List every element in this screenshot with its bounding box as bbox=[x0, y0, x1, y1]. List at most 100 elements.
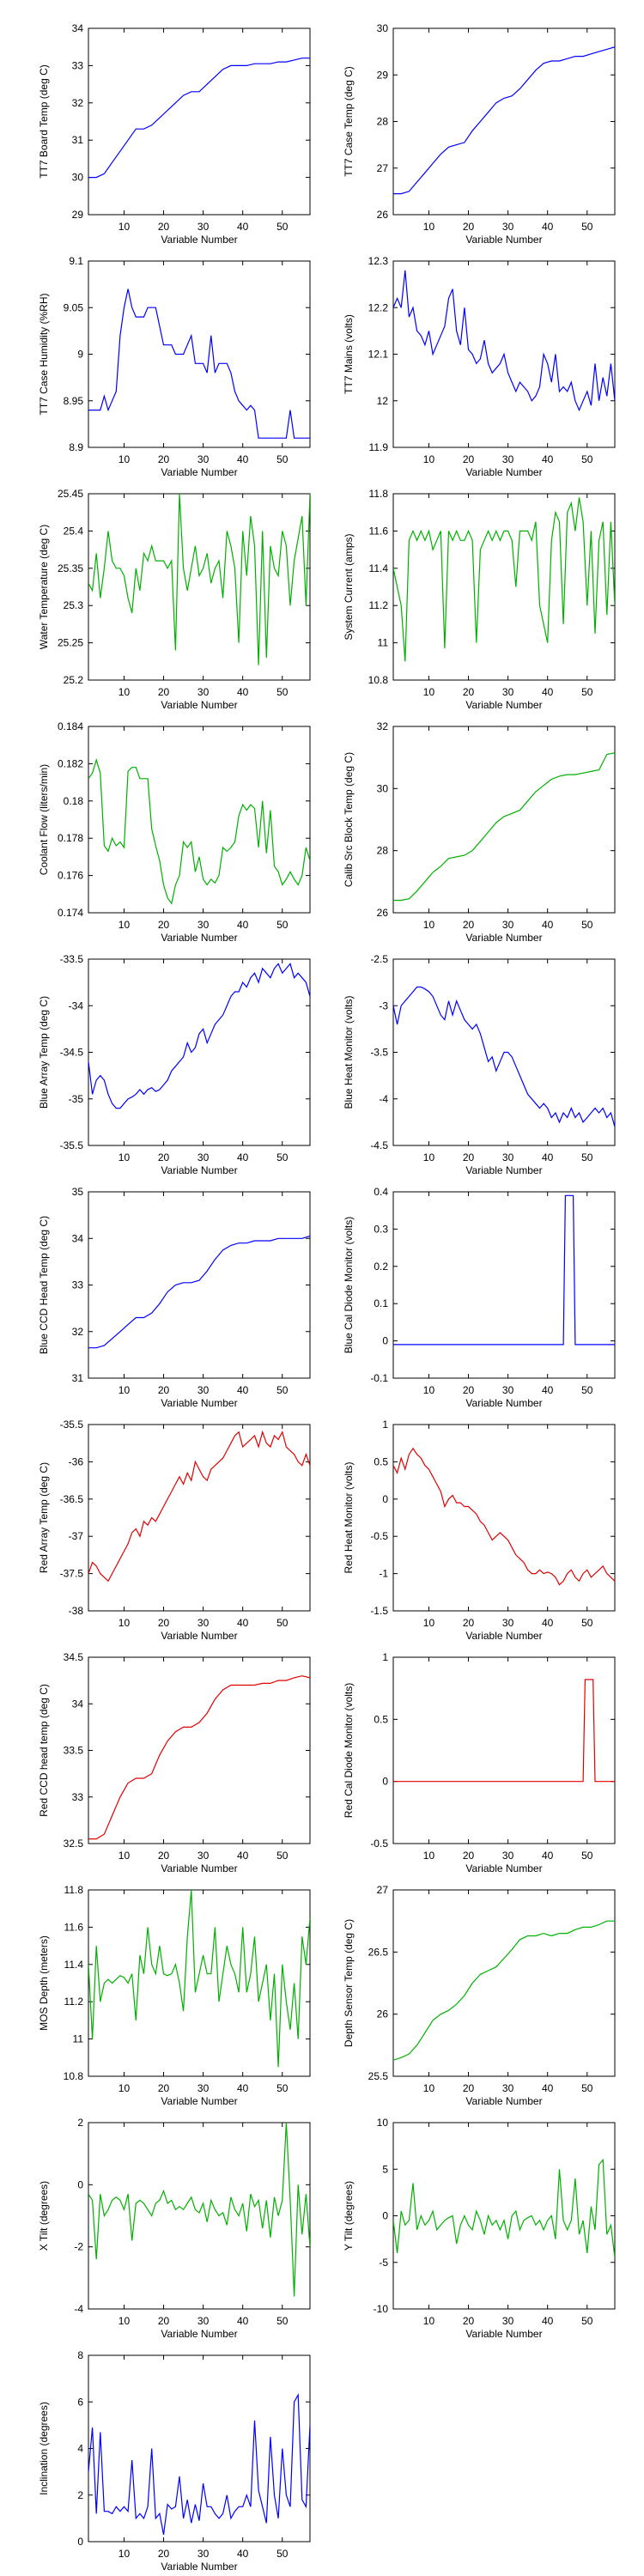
series-line bbox=[393, 986, 615, 1127]
x-tick-label: 40 bbox=[237, 1850, 249, 1862]
x-tick-label: 50 bbox=[276, 1850, 289, 1862]
x-tick-label: 30 bbox=[197, 1617, 210, 1629]
y-tick-label: 10.8 bbox=[368, 674, 389, 686]
y-tick-label: 33 bbox=[72, 1791, 84, 1803]
x-tick-label: 30 bbox=[197, 2082, 210, 2094]
series-line bbox=[393, 46, 615, 195]
x-tick-label: 10 bbox=[118, 1850, 131, 1862]
x-tick-label: 10 bbox=[423, 686, 435, 698]
x-tick-label: 50 bbox=[276, 221, 289, 233]
chart-panel-13: -38 -37.5 -37 -36.5 -36 -35.5 10 20 30 40 50 Variab… bbox=[38, 1419, 311, 1642]
chart-panel-19: -4 -2 0 2 10 20 30 40 50 Variable Number X Tilt (d… bbox=[38, 2117, 311, 2340]
x-axis-label: Variable Number bbox=[161, 234, 237, 246]
x-axis-label: Variable Number bbox=[161, 932, 237, 944]
x-tick-label: 10 bbox=[118, 2082, 131, 2094]
plot-frame bbox=[88, 1889, 311, 2077]
y-tick-label: -0.5 bbox=[370, 1530, 388, 1542]
x-tick-label: 50 bbox=[276, 1617, 289, 1629]
y-tick-label: 30 bbox=[377, 22, 389, 34]
y-tick-label: 33 bbox=[72, 59, 84, 71]
y-tick-label: 25.2 bbox=[64, 674, 84, 686]
y-tick-label: 25.4 bbox=[64, 525, 84, 537]
y-tick-label: -2.5 bbox=[370, 953, 388, 965]
x-tick-label: 50 bbox=[581, 686, 593, 698]
y-tick-label: 8.9 bbox=[69, 441, 83, 453]
plot-frame bbox=[88, 1656, 311, 1844]
y-tick-label: 2 bbox=[77, 2117, 83, 2129]
y-axis-label: TT7 Case Humidity (%RH) bbox=[38, 293, 50, 415]
y-axis-label: MOS Depth (meters) bbox=[38, 1935, 50, 2031]
y-tick-label: 11.4 bbox=[64, 1959, 84, 1971]
x-tick-label: 10 bbox=[118, 686, 131, 698]
x-tick-label: 10 bbox=[423, 1151, 435, 1163]
chart-panel-9: -35.5 -35 -34.5 -34 -33.5 10 20 30 40 50 Variable … bbox=[38, 953, 311, 1176]
x-tick-label: 10 bbox=[423, 2315, 435, 2327]
x-tick-label: 40 bbox=[237, 1384, 249, 1396]
x-axis-label: Variable Number bbox=[465, 1164, 542, 1176]
y-tick-label: 0 bbox=[77, 2536, 83, 2548]
x-axis-label: Variable Number bbox=[161, 699, 237, 711]
chart-panel-4: 11.9 12 12.1 12.2 12.3 10 20 30 40 50 Variable Num… bbox=[343, 255, 616, 478]
chart-panel-2: 26 27 28 29 30 10 20 30 40 50 Variable Number TT7 C… bbox=[343, 22, 616, 246]
y-tick-label: 5 bbox=[382, 2163, 388, 2175]
x-tick-label: 30 bbox=[502, 686, 514, 698]
y-tick-label: 11 bbox=[73, 2033, 84, 2045]
x-axis-label: Variable Number bbox=[161, 1862, 237, 1874]
x-tick-label: 20 bbox=[158, 2082, 170, 2094]
y-tick-label: 0 bbox=[382, 1493, 388, 1505]
x-axis-label: Variable Number bbox=[465, 1862, 542, 1874]
series-line bbox=[88, 1235, 310, 1349]
y-tick-label: 12.3 bbox=[368, 255, 389, 267]
series-line bbox=[393, 752, 615, 902]
x-tick-label: 40 bbox=[542, 1151, 554, 1163]
series-line bbox=[88, 1430, 310, 1583]
y-axis-label: Blue Heat Monitor (volts) bbox=[343, 995, 355, 1109]
y-tick-label: 11 bbox=[378, 637, 389, 649]
x-tick-label: 20 bbox=[463, 2082, 475, 2094]
y-tick-label: 33 bbox=[72, 1279, 84, 1291]
x-tick-label: 10 bbox=[118, 453, 131, 465]
y-tick-label: -0.1 bbox=[370, 1372, 388, 1384]
y-tick-label: 28 bbox=[377, 116, 389, 128]
x-axis-label: Variable Number bbox=[465, 932, 542, 944]
y-tick-label: 4 bbox=[77, 2443, 83, 2455]
y-axis-label: TT7 Mains (volts) bbox=[343, 314, 355, 394]
y-tick-label: 35 bbox=[72, 1186, 84, 1198]
y-axis-label: Red Array Temp (deg C) bbox=[38, 1462, 50, 1573]
x-axis-label: Variable Number bbox=[465, 1630, 542, 1642]
chart-panel-8: 26 28 30 32 10 20 30 40 50 Variable Number Calib S… bbox=[343, 720, 616, 944]
x-tick-label: 40 bbox=[237, 2548, 249, 2560]
y-tick-label: 34 bbox=[72, 1232, 84, 1244]
y-tick-label: -35 bbox=[69, 1093, 84, 1105]
y-tick-label: 11.6 bbox=[369, 525, 389, 537]
y-tick-label: -10 bbox=[374, 2303, 389, 2315]
series-line bbox=[88, 289, 310, 439]
plot-frame bbox=[392, 1191, 616, 1379]
y-tick-label: 26 bbox=[377, 907, 389, 919]
x-tick-label: 40 bbox=[237, 686, 249, 698]
y-tick-label: 11.4 bbox=[369, 562, 389, 574]
x-tick-label: 30 bbox=[197, 1850, 210, 1862]
chart-panel-7: 0.174 0.176 0.178 0.18 0.182 0.184 10 20 30 40 50 V… bbox=[38, 720, 311, 944]
series-line bbox=[88, 1890, 310, 2068]
y-axis-label: Y Tilt (degrees) bbox=[343, 2181, 355, 2251]
y-tick-label: 10.8 bbox=[64, 2070, 84, 2082]
chart-panel-15: 32.5 33 33.5 34 34.5 10 20 30 40 50 Variable Numbe… bbox=[38, 1651, 311, 1874]
y-tick-label: 8.95 bbox=[64, 395, 84, 407]
x-axis-label: Variable Number bbox=[465, 1397, 542, 1409]
x-tick-label: 40 bbox=[237, 1151, 249, 1163]
x-tick-label: 30 bbox=[502, 1617, 514, 1629]
y-tick-label: 29 bbox=[72, 209, 84, 221]
x-tick-label: 50 bbox=[581, 453, 593, 465]
y-tick-label: -5 bbox=[379, 2257, 388, 2269]
x-axis-label: Variable Number bbox=[161, 1397, 237, 1409]
x-tick-label: 40 bbox=[542, 2082, 554, 2094]
x-tick-label: 30 bbox=[502, 1850, 514, 1862]
y-tick-label: 10 bbox=[377, 2117, 389, 2129]
x-axis-label: Variable Number bbox=[465, 466, 542, 478]
y-tick-label: -36.5 bbox=[60, 1493, 84, 1505]
y-tick-label: 25.5 bbox=[368, 2070, 389, 2082]
x-axis-label: Variable Number bbox=[161, 466, 237, 478]
y-tick-label: 30 bbox=[377, 782, 389, 794]
y-tick-label: 26 bbox=[377, 209, 389, 221]
